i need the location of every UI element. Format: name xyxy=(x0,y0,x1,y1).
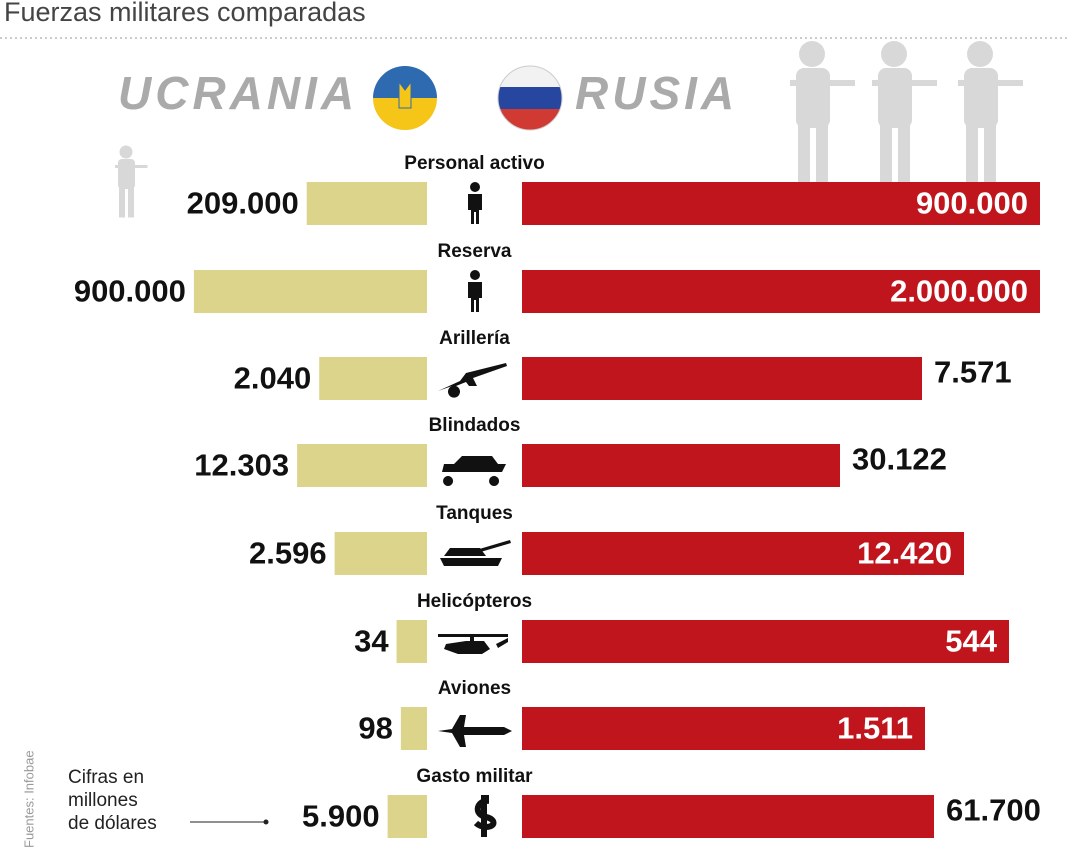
flag-ukraine xyxy=(373,66,437,130)
value-label: 98 xyxy=(358,711,392,746)
value-label: 12.420 xyxy=(857,536,952,571)
icon-shape xyxy=(438,363,507,398)
bar xyxy=(334,532,427,575)
category-label: Aviones xyxy=(438,678,511,699)
bar xyxy=(297,444,427,487)
value-label: 5.900 xyxy=(302,799,380,834)
value-label: 2.040 xyxy=(234,361,312,396)
value-label: 1.511 xyxy=(837,711,913,746)
category-icon xyxy=(468,182,482,224)
icon-shape xyxy=(440,540,511,566)
bar xyxy=(522,532,964,575)
value-label: 34 xyxy=(354,624,389,659)
icon-shape xyxy=(442,456,506,486)
bar xyxy=(522,357,922,400)
bar xyxy=(522,707,925,750)
value-label: 2.000.000 xyxy=(890,274,1028,309)
bar xyxy=(400,707,427,750)
value-label: 2.596 xyxy=(249,536,327,571)
value-label: 900.000 xyxy=(74,274,186,309)
category-icon xyxy=(438,634,508,654)
category-label: Blindados xyxy=(429,415,521,436)
category-icon xyxy=(440,540,511,566)
value-label: 544 xyxy=(945,624,997,659)
icon-shape xyxy=(468,182,482,224)
annotation-line: de dólares xyxy=(68,813,157,834)
category-label: Personal activo xyxy=(404,153,544,174)
value-label: 7.571 xyxy=(934,355,1012,390)
value-label: 30.122 xyxy=(852,442,947,477)
bar xyxy=(193,270,427,313)
bar xyxy=(387,795,427,838)
soldier-silhouettes xyxy=(115,41,1023,218)
category-icon xyxy=(468,270,482,312)
icon-shape xyxy=(438,634,508,654)
value-label: 61.700 xyxy=(946,793,1041,828)
bar xyxy=(319,357,427,400)
category-icon xyxy=(442,456,506,486)
value-label: 209.000 xyxy=(187,186,299,221)
annotation: Cifras en millones de dólares xyxy=(68,767,269,834)
value-label: 900.000 xyxy=(916,186,1028,221)
annotation-line: Cifras en xyxy=(68,767,144,788)
icon-shape xyxy=(473,795,497,837)
bar xyxy=(522,795,934,838)
category-label: Tanques xyxy=(436,503,513,524)
category-label: Reserva xyxy=(438,241,512,262)
annotation-line: millones xyxy=(68,790,138,811)
bar xyxy=(396,620,427,663)
category-label: Gasto militar xyxy=(416,766,533,787)
bar xyxy=(522,444,840,487)
category-icon xyxy=(438,715,512,747)
bar xyxy=(522,270,1040,313)
chart-title: Fuerzas militares comparadas xyxy=(4,0,366,27)
bar xyxy=(306,182,427,225)
bar xyxy=(522,182,1040,225)
bar xyxy=(522,620,1009,663)
category-icon xyxy=(473,795,497,837)
flag-russia xyxy=(497,65,563,131)
value-label: 12.303 xyxy=(194,448,289,483)
category-label: Arillería xyxy=(439,328,510,349)
icon-shape xyxy=(468,270,482,312)
icon-shape xyxy=(438,715,512,747)
category-label: Helicópteros xyxy=(417,591,532,612)
source: Fuentes: Infobae xyxy=(21,750,36,848)
legend-ukraine: UCRANIA xyxy=(118,67,358,119)
legend-russia: RUSIA xyxy=(575,67,738,119)
category-icon xyxy=(438,363,507,398)
